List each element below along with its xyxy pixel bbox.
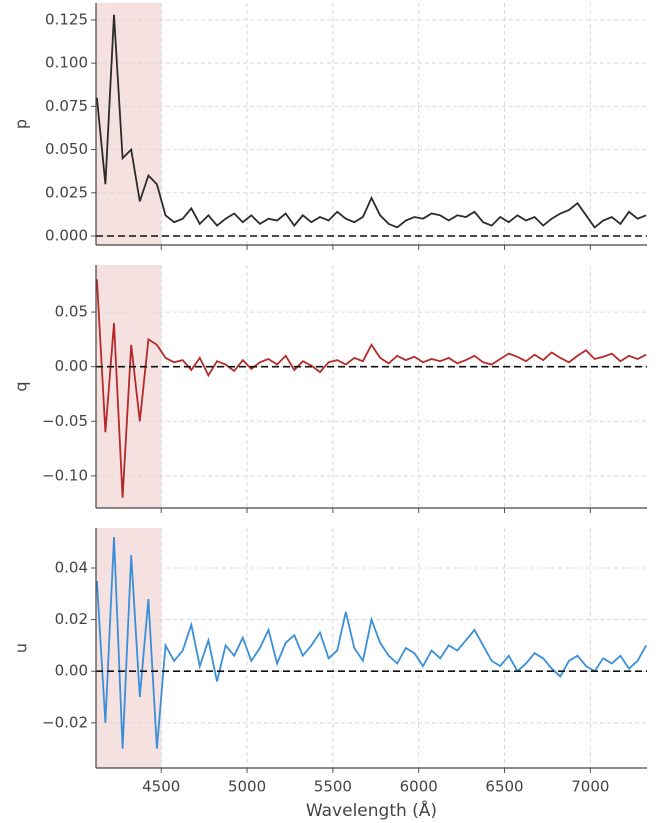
y-tick-label: −0.02	[42, 713, 88, 731]
y-tick-label: 0.00	[55, 662, 88, 680]
y-tick-label: 0.125	[45, 10, 88, 28]
x-tick-label: 5500	[314, 778, 352, 796]
y-tick-label: −0.10	[42, 466, 88, 484]
x-tick-label: 4500	[142, 778, 180, 796]
data-line	[96, 14, 647, 229]
x-axis-label: Wavelength (Å)	[306, 799, 437, 821]
x-tick-label: 5000	[228, 778, 266, 796]
y-axis-label: q	[12, 381, 31, 391]
highlight-region	[96, 3, 162, 245]
y-tick-label: 0.02	[55, 610, 88, 628]
x-tick-label: 6500	[485, 778, 523, 796]
y-tick-label: 0.000	[45, 227, 88, 245]
y-tick-label: 0.05	[55, 303, 88, 321]
y-tick-label: 0.075	[45, 97, 88, 115]
data-line	[96, 536, 647, 749]
y-tick-label: 0.04	[55, 559, 88, 577]
y-tick-label: 0.00	[55, 357, 88, 375]
y-tick-label: 0.100	[45, 54, 88, 72]
y-tick-label: −0.05	[42, 412, 88, 430]
x-tick-label: 6000	[400, 778, 438, 796]
y-tick-label: 0.025	[45, 183, 88, 201]
y-axis-label: p	[12, 119, 31, 129]
x-tick-label: 7000	[571, 778, 609, 796]
y-tick-label: 0.050	[45, 140, 88, 158]
y-axis-label: u	[12, 643, 31, 653]
